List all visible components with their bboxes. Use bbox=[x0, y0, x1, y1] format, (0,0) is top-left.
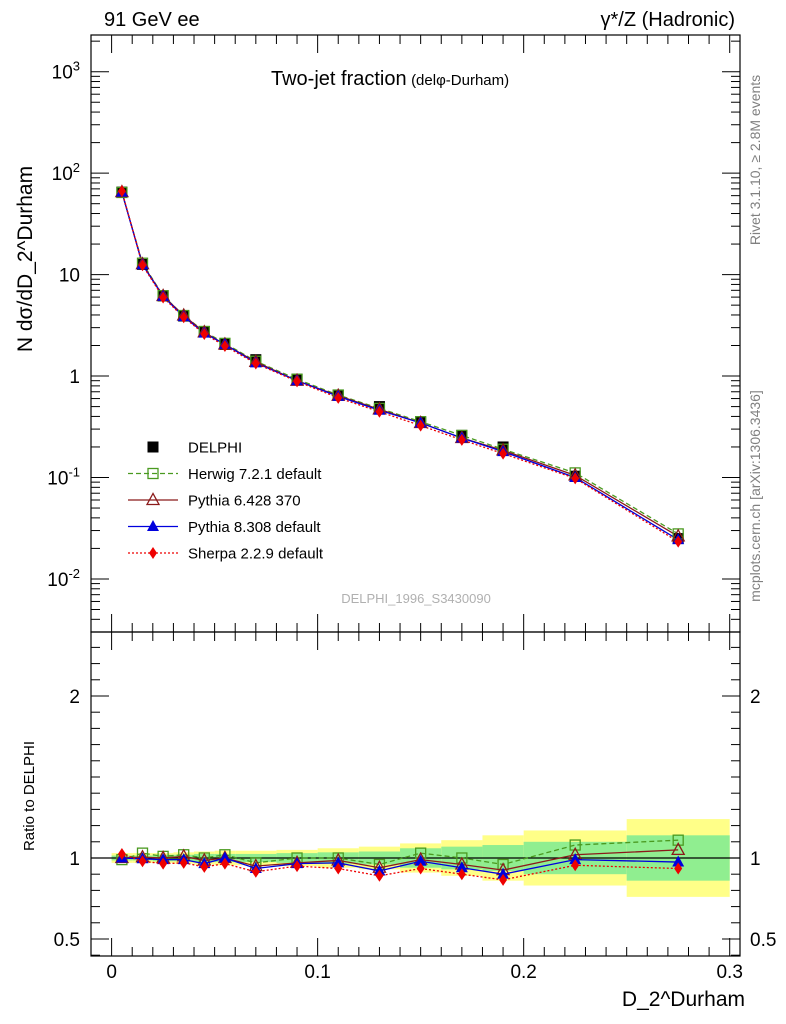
ratio-ylabel-text: Ratio to DELPHI bbox=[21, 740, 38, 852]
axis-ticks bbox=[91, 35, 740, 956]
ratio-point bbox=[179, 856, 188, 869]
ratio-y-tick-label-right: 0.5 bbox=[750, 930, 776, 951]
ratio-series-group bbox=[114, 834, 686, 886]
ratio-y-axis-label: Ratio to DELPHI bbox=[20, 676, 40, 916]
ratio-y-tick-label: 1 bbox=[69, 849, 80, 870]
x-axis-label: D_2^Durham bbox=[621, 988, 745, 1011]
ratio-y-tick-label: 0.5 bbox=[54, 930, 80, 951]
legend-label: Pythia 8.308 default bbox=[188, 519, 321, 536]
main-y-tick-label: 10 bbox=[59, 266, 80, 287]
rivet-label: Rivet 3.1.10, ≥ 2.8M events bbox=[745, 30, 765, 290]
legend-marker bbox=[147, 441, 159, 453]
x-tick-label: 0.3 bbox=[716, 962, 742, 983]
ratio-point bbox=[159, 857, 168, 870]
main-point bbox=[138, 259, 147, 272]
main-point bbox=[220, 339, 229, 352]
main-point bbox=[117, 185, 126, 198]
main-point bbox=[293, 375, 302, 388]
legend-marker bbox=[149, 547, 157, 559]
legend: DELPHI Herwig 7.2.1 default Pythia 6.428 3… bbox=[128, 440, 324, 563]
main-point bbox=[571, 472, 580, 485]
main-panel-frame bbox=[90, 34, 741, 633]
ratio-point bbox=[334, 862, 343, 875]
ratio-point bbox=[251, 865, 260, 878]
ratio-line-Sherpa 2.2.9 default bbox=[121, 853, 679, 881]
main-point bbox=[416, 419, 425, 432]
legend-label: Sherpa 2.2.9 default bbox=[188, 546, 324, 563]
ratio-point bbox=[499, 873, 508, 886]
main-series-group bbox=[114, 184, 686, 548]
main-point bbox=[674, 535, 683, 548]
main-point bbox=[499, 447, 508, 460]
ratio-point bbox=[416, 862, 425, 875]
main-y-tick-label: 10-1 bbox=[47, 465, 80, 490]
x-tick-label: 0 bbox=[106, 962, 117, 983]
watermark: DELPHI_1996_S3430090 bbox=[341, 591, 491, 606]
ylabel-text: N dσ/dD_2^Durham bbox=[14, 165, 37, 353]
rivet-label-text: Rivet 3.1.10, ≥ 2.8M events bbox=[747, 74, 763, 246]
main-point bbox=[251, 357, 260, 370]
main-point bbox=[375, 405, 384, 418]
ratio-y-tick-label: 2 bbox=[69, 687, 80, 708]
ratio-point bbox=[672, 834, 684, 846]
legend-label: DELPHI bbox=[188, 440, 242, 457]
ratio-point bbox=[457, 868, 466, 881]
ratio-point bbox=[455, 861, 468, 873]
ratio-point bbox=[414, 854, 427, 866]
ratio-point bbox=[672, 855, 685, 867]
chart-title-suffix: (delφ-Durham) bbox=[411, 72, 510, 89]
ratio-point bbox=[569, 853, 582, 865]
ratio-point bbox=[569, 839, 581, 851]
chart-title-main: Two-jet fraction bbox=[271, 68, 407, 90]
ratio-point bbox=[332, 856, 345, 868]
main-y-tick-label: 1 bbox=[69, 367, 80, 388]
ratio-point bbox=[218, 851, 231, 863]
legend-marker bbox=[147, 520, 159, 531]
ratio-panel-frame bbox=[90, 631, 741, 957]
main-y-axis-label: N dσ/dD_2^Durham bbox=[6, 59, 46, 459]
ratio-point bbox=[497, 867, 510, 879]
legend-label: Herwig 7.2.1 default bbox=[188, 466, 322, 483]
ratio-point bbox=[220, 857, 229, 870]
legend-label: Pythia 6.428 370 bbox=[188, 493, 301, 510]
main-point bbox=[179, 311, 188, 324]
plot-frames bbox=[90, 34, 741, 957]
ratio-point bbox=[117, 847, 126, 860]
main-point bbox=[200, 327, 209, 340]
header-left: 91 GeV ee bbox=[104, 9, 200, 31]
ratio-y-tick-label-right: 2 bbox=[750, 687, 761, 708]
main-point bbox=[334, 391, 343, 404]
ratio-point bbox=[138, 855, 147, 868]
x-tick-label: 0.1 bbox=[304, 962, 330, 983]
ratio-point bbox=[375, 869, 384, 882]
main-line-Sherpa 2.2.9 default bbox=[121, 190, 679, 543]
main-point bbox=[159, 291, 168, 304]
x-tick-label: 0.2 bbox=[510, 962, 536, 983]
ratio-y-tick-label-right: 1 bbox=[750, 849, 761, 870]
ratio-point bbox=[671, 842, 686, 856]
legend-marker bbox=[147, 467, 159, 480]
main-point bbox=[457, 433, 466, 446]
legend-marker bbox=[145, 492, 161, 506]
header-right: γ*/Z (Hadronic) bbox=[600, 9, 735, 31]
mcplots-label: mcplots.cern.ch [arXiv:1306.3436] bbox=[745, 346, 765, 646]
chart-title: Two-jet fraction (delφ-Durham) bbox=[271, 68, 509, 91]
main-y-tick-label: 102 bbox=[52, 160, 80, 185]
main-y-tick-label: 10-2 bbox=[47, 566, 80, 591]
ratio-point bbox=[571, 859, 580, 872]
ratio-point bbox=[200, 860, 209, 873]
ratio-point bbox=[674, 862, 683, 875]
ratio-point bbox=[293, 860, 302, 873]
main-y-tick-label: 103 bbox=[52, 59, 80, 84]
mcplots-label-text: mcplots.cern.ch [arXiv:1306.3436] bbox=[747, 390, 763, 602]
